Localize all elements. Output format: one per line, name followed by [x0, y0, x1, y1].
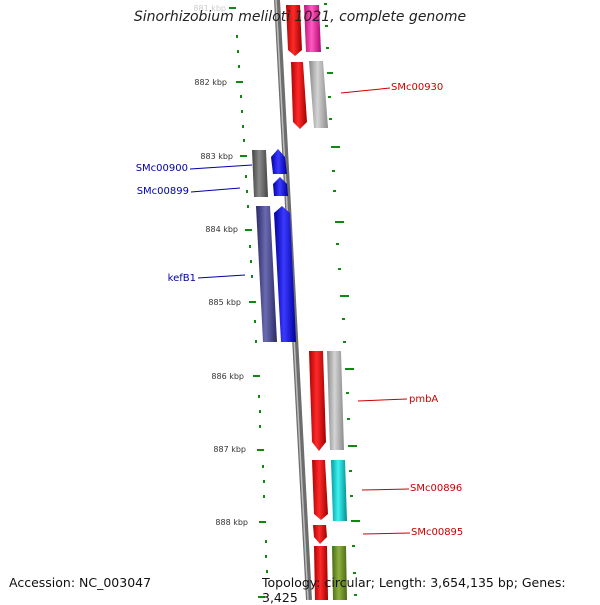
- gene-feature-smc00930: [309, 61, 328, 128]
- reverse-features: [252, 149, 296, 342]
- inner-tick-ring: [229, 7, 268, 598]
- tick-label-881: 881 kbp: [193, 4, 226, 13]
- gene-label-pmba: pmbA: [409, 394, 438, 405]
- gene-feature-top-red: [286, 5, 302, 56]
- accession-text: Accession: NC_003047: [9, 575, 152, 590]
- tick-label-887: 887 kbp: [213, 445, 246, 454]
- map-title: Sinorhizobium meliloti 1021, complete ge…: [133, 9, 467, 25]
- tick-label-888: 888 kbp: [215, 518, 248, 527]
- tick-label-882: 882 kbp: [194, 78, 227, 87]
- gene-label-smc00930: SMc00930: [391, 82, 443, 93]
- gene-feature-smc00899-blue: [273, 177, 288, 196]
- tick-label-885: 885 kbp: [208, 298, 241, 307]
- forward-features: [286, 5, 347, 600]
- gene-feature-smc00895-red: [313, 525, 327, 544]
- gene-label-smc00895: SMc00895: [411, 527, 463, 538]
- gene-feature-smc00900: [252, 150, 268, 197]
- label-connectors: [189, 87, 411, 535]
- outer-tick-ring: [324, 3, 360, 596]
- tick-label-883: 883 kbp: [200, 152, 233, 161]
- gene-feature-kefb1: [256, 206, 277, 342]
- tick-label-886: 886 kbp: [211, 372, 244, 381]
- gene-feature-pmba-red: [309, 351, 326, 451]
- gene-feature-kefb1-blue: [274, 206, 296, 342]
- gene-feature-smc00900-blue: [271, 149, 287, 174]
- gene-feature-smc00896: [331, 460, 347, 521]
- gene-label-smc00896: SMc00896: [410, 483, 462, 494]
- gene-feature-bottom-olive: [332, 546, 347, 600]
- gene-label-smc00899: SMc00899: [137, 186, 189, 197]
- topology-text: Topology: circular; Length: 3,654,135 bp…: [262, 575, 566, 605]
- gene-feature-smc00896-red: [312, 460, 328, 520]
- gene-feature-bottom-red: [314, 546, 328, 600]
- gene-label-kefb1: kefB1: [168, 273, 196, 284]
- gene-label-smc00900: SMc00900: [136, 163, 188, 174]
- tick-label-884: 884 kbp: [205, 225, 238, 234]
- gene-feature-pmba: [327, 351, 344, 450]
- gene-feature-top-pink: [304, 5, 321, 52]
- gene-feature-smc00930-red: [291, 62, 307, 129]
